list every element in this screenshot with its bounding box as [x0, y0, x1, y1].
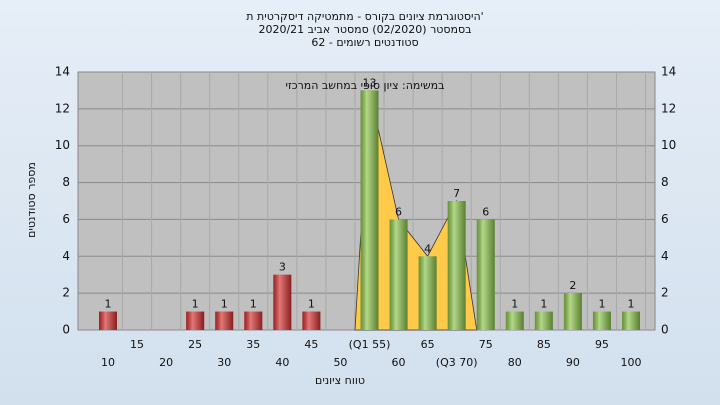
data-label: 13 [363, 76, 377, 89]
y2-tick-label: 2 [661, 286, 669, 300]
y-tick-label: 0 [62, 323, 70, 337]
bar-shade [418, 256, 437, 330]
y-tick-label: 10 [55, 138, 70, 152]
y-tick-label: 6 [62, 212, 70, 226]
bar-shade [622, 311, 640, 330]
data-label: 4 [424, 242, 431, 255]
data-label: 1 [598, 298, 605, 311]
x-tick-label: 85 [537, 338, 551, 351]
x-tick-label: 100 [621, 356, 642, 369]
x-tick-label: 35 [246, 338, 260, 351]
bar-shade [505, 311, 524, 330]
y-axis-title: מספר סטודנטים [25, 162, 38, 238]
x-tick-label: 90 [566, 356, 580, 369]
bar-shade [99, 311, 117, 330]
bar-shade [360, 90, 379, 330]
y2-tick-label: 6 [661, 212, 669, 226]
y-tick-label: 4 [62, 249, 70, 263]
y2-tick-label: 10 [661, 138, 676, 152]
x-tick-label: (Q1 55) [349, 338, 391, 351]
x-tick-label: 15 [130, 338, 144, 351]
y-tick-label: 2 [62, 286, 70, 300]
annotation: במשימה: ציון סופי במחשב המרכזי [285, 79, 444, 92]
bar-shade [534, 311, 553, 330]
x-tick-label: 50 [333, 356, 347, 369]
bar-shade [215, 311, 234, 330]
y-tick-label: 14 [55, 65, 70, 79]
data-label: 1 [628, 298, 635, 311]
y2-tick-label: 12 [661, 101, 676, 115]
data-label: 1 [221, 298, 228, 311]
y2-tick-label: 8 [661, 175, 669, 189]
data-label: 6 [395, 205, 402, 218]
data-label: 1 [192, 298, 199, 311]
data-label: 6 [482, 205, 489, 218]
data-label: 2 [569, 279, 576, 292]
bar-shade [302, 311, 321, 330]
data-label: 1 [540, 298, 547, 311]
x-tick-label: 10 [101, 356, 115, 369]
x-tick-label: 60 [392, 356, 406, 369]
x-tick-label: 75 [479, 338, 493, 351]
x-tick-label: (Q3 70) [436, 356, 478, 369]
x-tick-label: 20 [159, 356, 173, 369]
bar-shade [563, 293, 582, 330]
bar-shade [592, 311, 611, 330]
bar-shade [389, 219, 408, 330]
bar-shade [273, 274, 292, 330]
x-tick-label: 95 [595, 338, 609, 351]
bar-shade [476, 219, 495, 330]
y-tick-label: 8 [62, 175, 70, 189]
x-tick-label: 30 [217, 356, 231, 369]
x-tick-label: 40 [275, 356, 289, 369]
chart-subtitle: סטודנטים רשומים - 62 [311, 36, 418, 49]
data-label: 1 [250, 298, 257, 311]
data-label: 1 [308, 298, 315, 311]
y2-tick-label: 0 [661, 323, 669, 337]
data-label: 1 [105, 298, 112, 311]
x-tick-label: 25 [188, 338, 202, 351]
y2-tick-label: 14 [661, 65, 676, 79]
x-tick-label: 45 [304, 338, 318, 351]
chart-title: היסטוגרמת ציונים בקורס - מתמטיקה דיסקרטי… [246, 10, 483, 23]
bar-shade [447, 201, 466, 330]
data-label: 3 [279, 261, 286, 274]
bar-shade [244, 311, 263, 330]
y-tick-label: 12 [55, 101, 70, 115]
x-tick-label: 65 [421, 338, 435, 351]
bar-shade [186, 311, 205, 330]
chart-subtitle: בסמסטר (02/2020) סמסטר אביב 2020/21 [258, 23, 471, 36]
x-axis-title: טווח ציונים [315, 374, 365, 387]
y2-tick-label: 4 [661, 249, 669, 263]
data-label: 7 [453, 187, 460, 200]
data-label: 1 [511, 298, 518, 311]
x-tick-label: 80 [508, 356, 522, 369]
